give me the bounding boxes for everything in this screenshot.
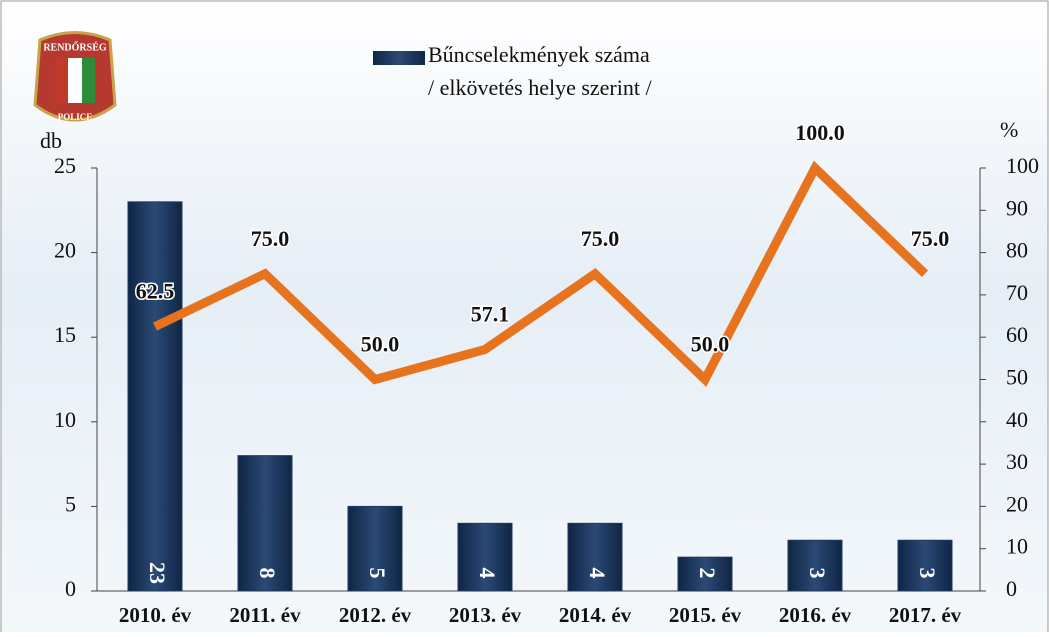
y2-tick-label: 100 [1006, 153, 1039, 178]
y2-tick-label: 90 [1006, 195, 1028, 220]
y2-tick-label: 60 [1006, 322, 1028, 347]
logo: RENDŐRSÉG POLICE [35, 33, 115, 123]
line-value-label: 50.0 [361, 332, 400, 357]
line-value-label: 100.0 [795, 120, 845, 145]
line-value-label: 75.0 [581, 226, 620, 251]
y-tick-label: 10 [54, 407, 76, 432]
bar [458, 523, 512, 591]
bar-value-label: 2 [695, 568, 720, 579]
bar [898, 540, 952, 591]
bar-value-label: 5 [365, 568, 390, 579]
y2-tick-label: 50 [1006, 365, 1028, 390]
y-tick-label: 5 [65, 491, 76, 516]
line-value-label: 75.0 [251, 226, 290, 251]
x-tick-label: 2014. év [559, 603, 632, 627]
y2-tick-label: 30 [1006, 449, 1028, 474]
y-tick-label: 15 [54, 322, 76, 347]
y2-axis-label: % [1000, 117, 1018, 142]
x-tick-label: 2015. év [669, 603, 742, 627]
bar-value-label: 4 [475, 568, 500, 579]
legend-label: Bűncselekmények száma [428, 42, 650, 67]
y2-tick-label: 20 [1006, 491, 1028, 516]
y-axis-label: db [40, 128, 62, 153]
x-tick-label: 2012. év [339, 603, 412, 627]
logo-top: RENDŐRSÉG [43, 41, 107, 53]
bar [788, 540, 842, 591]
legend-note: / elkövetés helye szerint / [428, 75, 652, 100]
y2-tick-label: 0 [1006, 576, 1017, 601]
logo-bottom: POLICE [58, 112, 93, 122]
chart: RENDŐRSÉG POLICE Bűncselekmények száma /… [0, 0, 1049, 632]
bar-value-label: 23 [145, 562, 170, 584]
x-tick-label: 2013. év [449, 603, 522, 627]
line-value-label: 62.5 [136, 279, 175, 304]
y-tick-label: 0 [65, 576, 76, 601]
bar-value-label: 4 [585, 568, 610, 579]
line-value-label: 50.0 [691, 332, 730, 357]
line-value-label: 57.1 [471, 302, 510, 327]
y-tick-label: 25 [54, 153, 76, 178]
y-tick-label: 20 [54, 238, 76, 263]
x-tick-label: 2016. év [779, 603, 852, 627]
bar [568, 523, 622, 591]
bar-value-label: 3 [915, 568, 940, 579]
bar [128, 202, 182, 591]
y2-tick-label: 70 [1006, 280, 1028, 305]
y2-tick-label: 80 [1006, 238, 1028, 263]
y2-tick-label: 10 [1006, 534, 1028, 559]
x-tick-label: 2017. év [889, 603, 962, 627]
y2-tick-label: 40 [1006, 407, 1028, 432]
bar-value-label: 3 [805, 568, 830, 579]
line-value-label: 75.0 [911, 226, 950, 251]
bar-value-label: 8 [255, 568, 280, 579]
legend-swatch [373, 51, 425, 65]
x-tick-label: 2010. év [119, 603, 192, 627]
x-tick-label: 2011. év [229, 603, 301, 627]
